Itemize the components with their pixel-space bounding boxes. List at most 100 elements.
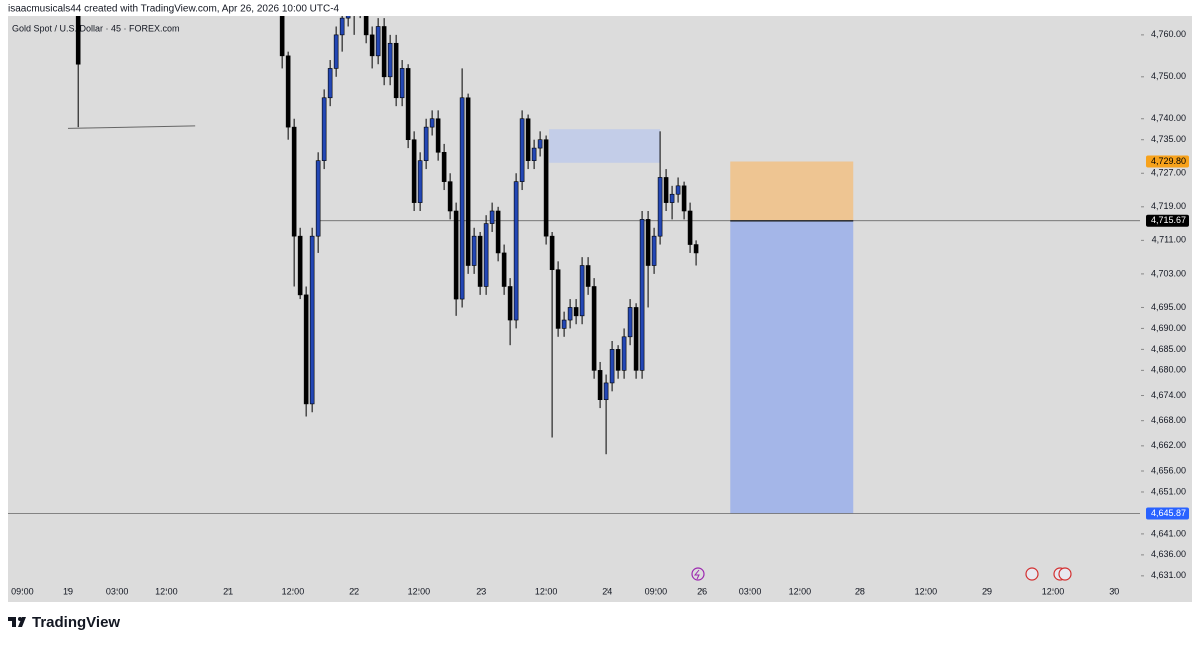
candle-body — [615, 349, 621, 371]
candle-body — [651, 235, 657, 266]
event-icon[interactable] — [691, 567, 705, 581]
x-tick-label: 09:00 — [11, 586, 34, 596]
logo-dot — [18, 617, 22, 621]
profit-zone — [730, 161, 854, 221]
y-tick-label: 4,680.00 — [1151, 365, 1186, 375]
candle-body — [297, 235, 303, 296]
candle-body — [645, 219, 651, 266]
brand-logo — [8, 617, 26, 627]
x-tick-label: 19 — [63, 586, 73, 596]
candle-body — [669, 193, 675, 203]
candle-body — [315, 160, 321, 237]
candle-body — [423, 126, 429, 161]
candle-body — [525, 118, 531, 161]
candle-body — [333, 34, 339, 69]
event-flag[interactable] — [1058, 567, 1072, 581]
candle-body — [555, 269, 561, 329]
price-marker-label: 4,715.67 — [1151, 215, 1186, 225]
candle-body — [339, 17, 345, 36]
candle-body — [675, 185, 681, 195]
candle-body — [537, 139, 543, 149]
plot — [8, 16, 1140, 514]
x-tick-label: 12:00 — [408, 586, 431, 596]
candle-body — [543, 139, 549, 237]
x-tick-label: 26 — [697, 586, 707, 596]
x-tick-label: 12:00 — [535, 586, 558, 596]
x-tick-label: 12:00 — [282, 586, 305, 596]
y-tick-label: 4,719.00 — [1151, 201, 1186, 211]
candle-body — [627, 307, 633, 338]
loss-zone — [730, 220, 854, 514]
event-flag[interactable] — [1025, 567, 1039, 581]
candle-body — [381, 26, 387, 78]
candle-body — [477, 235, 483, 287]
candle-body — [591, 286, 597, 371]
candle-body — [375, 26, 381, 57]
candle-body — [519, 118, 525, 182]
candle-body — [279, 16, 285, 57]
candle-body — [513, 181, 519, 321]
y-tick-label: 4,703.00 — [1151, 268, 1186, 278]
candle-body — [447, 181, 453, 212]
candle-body — [567, 307, 573, 321]
candle-body — [573, 307, 579, 317]
candle-body — [369, 34, 375, 57]
candle-body — [561, 319, 567, 329]
candle-body — [681, 185, 687, 212]
x-tick-label: 30 — [1109, 586, 1119, 596]
candle-body — [405, 68, 411, 141]
candle-body — [603, 382, 609, 401]
candle-body — [597, 370, 603, 401]
candle-body — [471, 235, 477, 266]
y-tick-label: 4,641.00 — [1151, 528, 1186, 538]
x-tick-label: 29 — [982, 586, 992, 596]
y-tick-label: 4,651.00 — [1151, 486, 1186, 496]
candle-body — [693, 244, 699, 254]
candle-body — [75, 16, 81, 65]
y-tick-label: 4,750.00 — [1151, 71, 1186, 81]
candle-body — [609, 349, 615, 384]
y-tick-label: 4,662.00 — [1151, 440, 1186, 450]
candle-body — [465, 97, 471, 266]
chart-title: Gold Spot / U.S. Dollar · 45 · FOREX.com — [12, 23, 180, 33]
x-tick-label: 12:00 — [915, 586, 938, 596]
axes: 4,760.00 4,750.00 4,740.00 4,735.00 4,727.00… — [11, 29, 1189, 596]
x-tick-label: 28 — [855, 586, 865, 596]
chart-area — [8, 16, 1192, 602]
y-tick-label: 4,695.00 — [1151, 302, 1186, 312]
y-tick-label: 4,760.00 — [1151, 29, 1186, 39]
y-tick-label: 4,711.00 — [1152, 235, 1186, 245]
candle-body — [483, 223, 489, 287]
candle-body — [309, 235, 315, 405]
y-tick-label: 4,727.00 — [1151, 168, 1186, 178]
candle-body — [387, 42, 393, 78]
y-tick-label: 4,690.00 — [1151, 323, 1186, 333]
candle-body — [285, 55, 291, 128]
candle-body — [657, 177, 663, 237]
trendline — [67, 125, 196, 129]
candle-body — [507, 286, 513, 321]
candle-body — [363, 16, 369, 36]
x-tick-label: 23 — [476, 586, 486, 596]
candle-body — [501, 252, 507, 287]
candle-body — [291, 126, 297, 237]
x-tick-label: 12:00 — [1042, 586, 1065, 596]
candle-body — [549, 235, 555, 271]
credit: isaacmusicals44 created with TradingView… — [8, 4, 340, 15]
y-tick-label: 4,674.00 — [1151, 390, 1186, 400]
x-tick-label: 03:00 — [106, 586, 129, 596]
candle-body — [579, 265, 585, 317]
candle-body — [489, 210, 495, 224]
candle-body — [393, 42, 399, 99]
y-tick-label: 4,656.00 — [1151, 465, 1186, 475]
candle-body — [639, 219, 645, 371]
x-tick-label: 09:00 — [645, 586, 668, 596]
y-tick-label: 4,740.00 — [1151, 113, 1186, 123]
candle-body — [531, 147, 537, 161]
candle-body — [633, 307, 639, 371]
event-icon-bolt — [693, 569, 700, 580]
price-marker-label: 4,645.87 — [1151, 508, 1186, 518]
candle-body — [429, 118, 435, 128]
candle-body — [327, 68, 333, 99]
